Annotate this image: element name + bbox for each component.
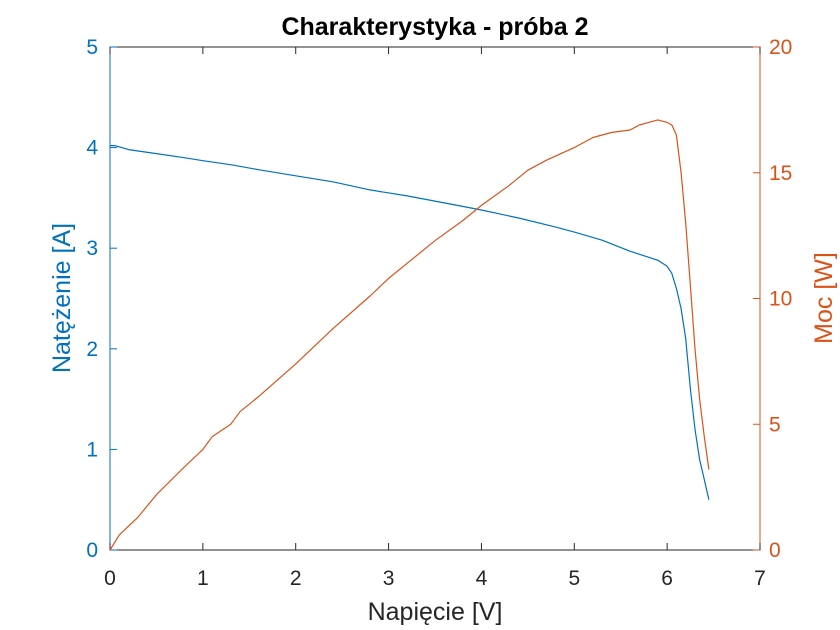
series-layer xyxy=(109,119,710,551)
plot-area-frame xyxy=(109,46,761,551)
x-tick-label: 1 xyxy=(197,567,209,590)
x-tick-label: 0 xyxy=(104,567,116,590)
left-axis-title: Natężenie [A] xyxy=(48,223,76,373)
power-series-line xyxy=(109,119,710,551)
left-tick-label: 1 xyxy=(86,438,98,461)
right-axis-title: Moc [W] xyxy=(810,252,838,344)
left-axis: 0 1 2 3 4 5 xyxy=(86,36,117,562)
left-tick-label: 0 xyxy=(86,539,98,562)
chart-title: Charakterystyka - próba 2 xyxy=(281,13,588,41)
x-tick-label: 6 xyxy=(661,567,673,590)
x-tick-label: 4 xyxy=(476,567,488,590)
left-tick-label: 2 xyxy=(86,338,98,361)
right-tick-label: 20 xyxy=(769,36,792,59)
x-tick-label: 7 xyxy=(754,567,766,590)
right-tick-label: 15 xyxy=(769,162,792,185)
left-tick-label: 3 xyxy=(86,237,98,260)
right-tick-label: 0 xyxy=(769,539,781,562)
left-tick-label: 5 xyxy=(86,36,98,59)
right-tick-label: 10 xyxy=(769,288,792,311)
left-tick-label: 4 xyxy=(86,137,98,160)
current-series-line xyxy=(110,145,710,500)
x-tick-label: 5 xyxy=(568,567,580,590)
x-axis-title: Napięcie [V] xyxy=(368,598,503,626)
x-tick-label: 2 xyxy=(290,567,302,590)
x-tick-label: 3 xyxy=(383,567,395,590)
right-tick-label: 5 xyxy=(769,413,781,436)
x-axis: 0 1 2 3 4 5 6 7 xyxy=(104,47,766,590)
right-axis: 0 5 10 15 20 xyxy=(753,36,792,562)
